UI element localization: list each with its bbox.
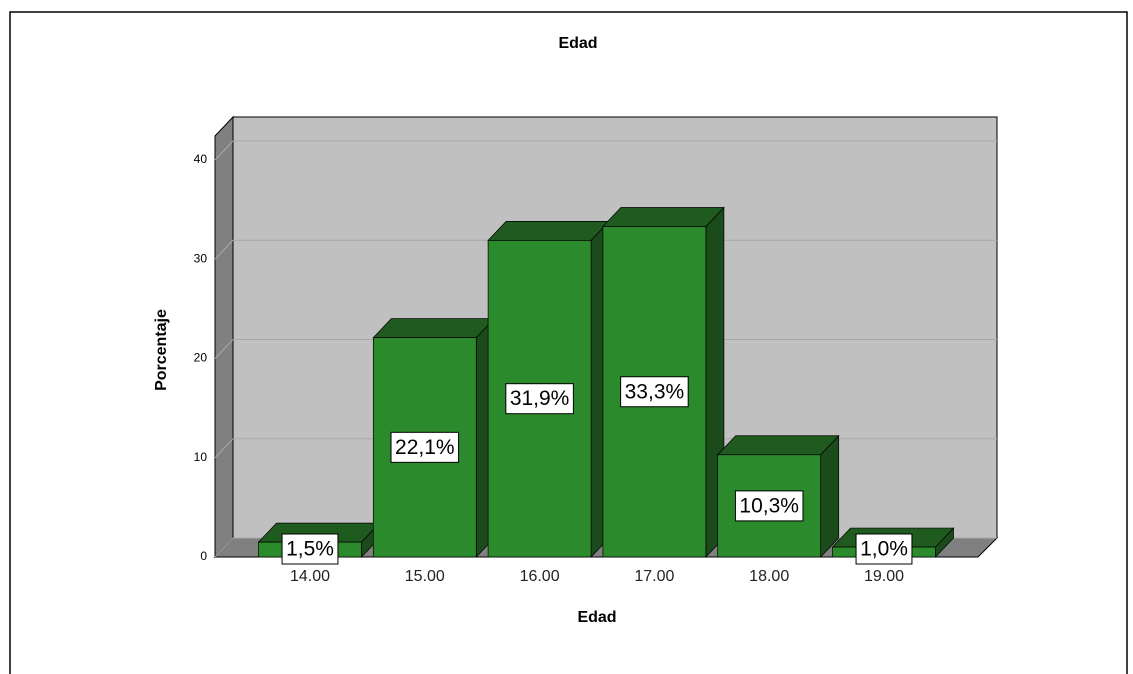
y-tick-label: 10 [194,450,208,464]
y-axis-label: Porcentaje [153,309,170,391]
value-label: 22,1% [395,436,455,459]
grid-line [214,140,234,161]
grid-line [214,239,234,260]
frame [9,11,1128,674]
y-tick-label: 30 [194,251,208,265]
value-label-box [734,490,804,522]
x-tick-label: 15.00 [405,568,445,585]
value-label-box [390,431,460,463]
x-tick-label: 14.00 [290,568,330,585]
x-tick-label: 16.00 [520,568,560,585]
bar-side [820,434,840,558]
bar-top [372,318,496,339]
x-axis-label: Edad [577,609,616,626]
value-label: 1,5% [286,538,334,561]
grid-line [214,339,234,359]
value-label-box [855,533,913,565]
value-label: 33,3% [625,380,685,403]
x-tick-label: 19.00 [864,568,904,585]
grid-line [214,537,234,558]
y-tick-label: 20 [194,351,208,365]
value-label-box [620,376,689,408]
bar-top [602,207,725,227]
chart-title: Edad [558,35,597,52]
bar-top [716,435,840,456]
value-label-box [505,383,574,415]
value-label: 10,3% [739,494,799,517]
y-tick-label: 0 [200,549,207,563]
x-tick-label: 17.00 [634,568,674,585]
x-tick-label: 18.00 [749,568,789,585]
grid-line [214,438,234,459]
bar-top [487,221,610,241]
y-tick-label: 40 [194,152,208,166]
value-label: 31,9% [510,387,570,410]
side-wall [214,115,234,559]
value-label: 1,0% [860,538,908,561]
value-label-box [281,533,339,565]
